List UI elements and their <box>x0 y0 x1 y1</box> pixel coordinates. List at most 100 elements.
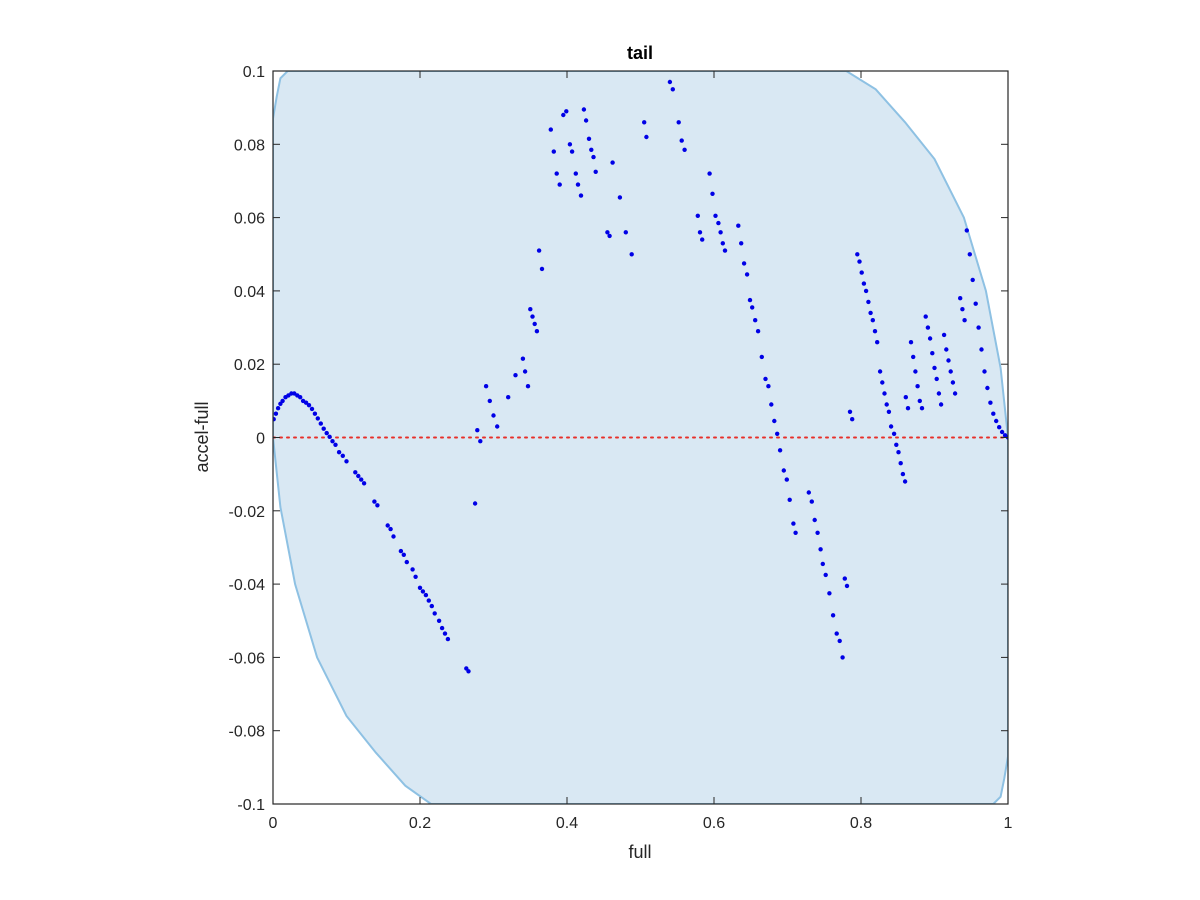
data-point <box>917 398 922 404</box>
data-point <box>564 109 569 114</box>
data-point <box>581 107 587 112</box>
data-point <box>280 398 285 404</box>
data-point <box>273 417 276 422</box>
data-point <box>950 380 956 385</box>
data-point <box>973 301 978 306</box>
data-point <box>534 329 540 334</box>
y-tick-label: 0.08 <box>234 137 265 154</box>
data-point <box>772 418 777 424</box>
data-point <box>385 523 390 528</box>
y-tick-label: -0.06 <box>229 650 266 667</box>
data-point <box>707 171 712 176</box>
data-point <box>557 182 562 187</box>
data-point <box>905 406 911 411</box>
data-point <box>404 559 409 565</box>
data-point <box>908 340 914 345</box>
data-point <box>429 603 434 609</box>
data-point <box>520 356 526 361</box>
data-point <box>629 252 634 257</box>
data-point <box>321 426 326 431</box>
data-point <box>793 530 798 535</box>
data-point <box>372 499 377 504</box>
data-point <box>475 428 480 433</box>
data-point <box>925 325 931 330</box>
data-point <box>330 439 335 444</box>
data-point <box>809 499 814 504</box>
data-point <box>896 450 901 455</box>
data-point <box>700 237 705 242</box>
data-point <box>919 406 925 411</box>
data-point <box>982 369 987 374</box>
data-point <box>823 572 828 578</box>
data-point <box>927 336 933 341</box>
data-point <box>944 347 949 352</box>
data-point <box>962 318 967 323</box>
data-point <box>948 369 953 374</box>
data-point <box>903 395 908 400</box>
data-point <box>875 340 880 345</box>
data-point <box>306 403 312 408</box>
data-point <box>932 365 937 371</box>
data-point <box>472 501 478 506</box>
data-point <box>755 329 761 334</box>
data-point <box>880 380 885 385</box>
data-point <box>333 442 338 447</box>
data-point <box>830 613 836 618</box>
data-point <box>872 329 878 334</box>
data-point <box>847 409 853 414</box>
data-point <box>667 79 673 85</box>
data-point <box>398 548 404 554</box>
data-point <box>359 477 364 482</box>
data-point <box>506 395 511 400</box>
data-point <box>718 230 723 235</box>
data-point <box>391 534 396 539</box>
data-point <box>900 471 906 477</box>
data-point <box>888 424 894 429</box>
data-point <box>913 369 918 374</box>
x-axis-label: full <box>628 842 651 862</box>
y-tick-label: -0.1 <box>237 797 265 814</box>
data-point <box>837 638 842 644</box>
data-point <box>554 171 559 176</box>
data-point <box>763 376 768 382</box>
data-point <box>642 120 647 125</box>
data-point <box>964 228 969 233</box>
data-point <box>695 213 700 218</box>
data-point <box>850 417 855 422</box>
data-point <box>834 631 839 636</box>
data-point <box>877 369 883 374</box>
data-point <box>753 318 758 323</box>
data-point <box>891 431 897 436</box>
data-point <box>417 585 423 590</box>
data-point <box>697 230 703 235</box>
data-point <box>970 277 975 283</box>
data-point <box>478 439 483 444</box>
data-point <box>936 391 942 396</box>
data-point <box>866 299 871 305</box>
data-point <box>605 230 610 235</box>
data-point <box>318 421 323 426</box>
data-point <box>617 195 623 200</box>
data-point <box>353 470 358 475</box>
x-tick-label: 1 <box>1004 815 1013 832</box>
data-point <box>578 193 584 198</box>
data-point <box>670 87 675 92</box>
data-point <box>607 233 612 239</box>
data-point <box>275 406 281 411</box>
data-point <box>750 305 755 310</box>
data-point <box>593 169 598 174</box>
data-point <box>426 598 431 603</box>
data-point <box>818 547 823 552</box>
data-point <box>573 171 578 176</box>
data-point <box>548 127 553 132</box>
data-point <box>679 138 684 143</box>
y-tick-label: 0.04 <box>234 284 265 301</box>
data-point <box>958 296 963 301</box>
data-point <box>923 314 928 319</box>
y-tick-label: 0.06 <box>234 211 265 228</box>
data-point <box>930 351 935 356</box>
data-point <box>739 241 744 246</box>
data-point <box>842 576 847 581</box>
x-tick-label: 0.6 <box>703 815 725 832</box>
chart-title: tail <box>627 43 653 63</box>
